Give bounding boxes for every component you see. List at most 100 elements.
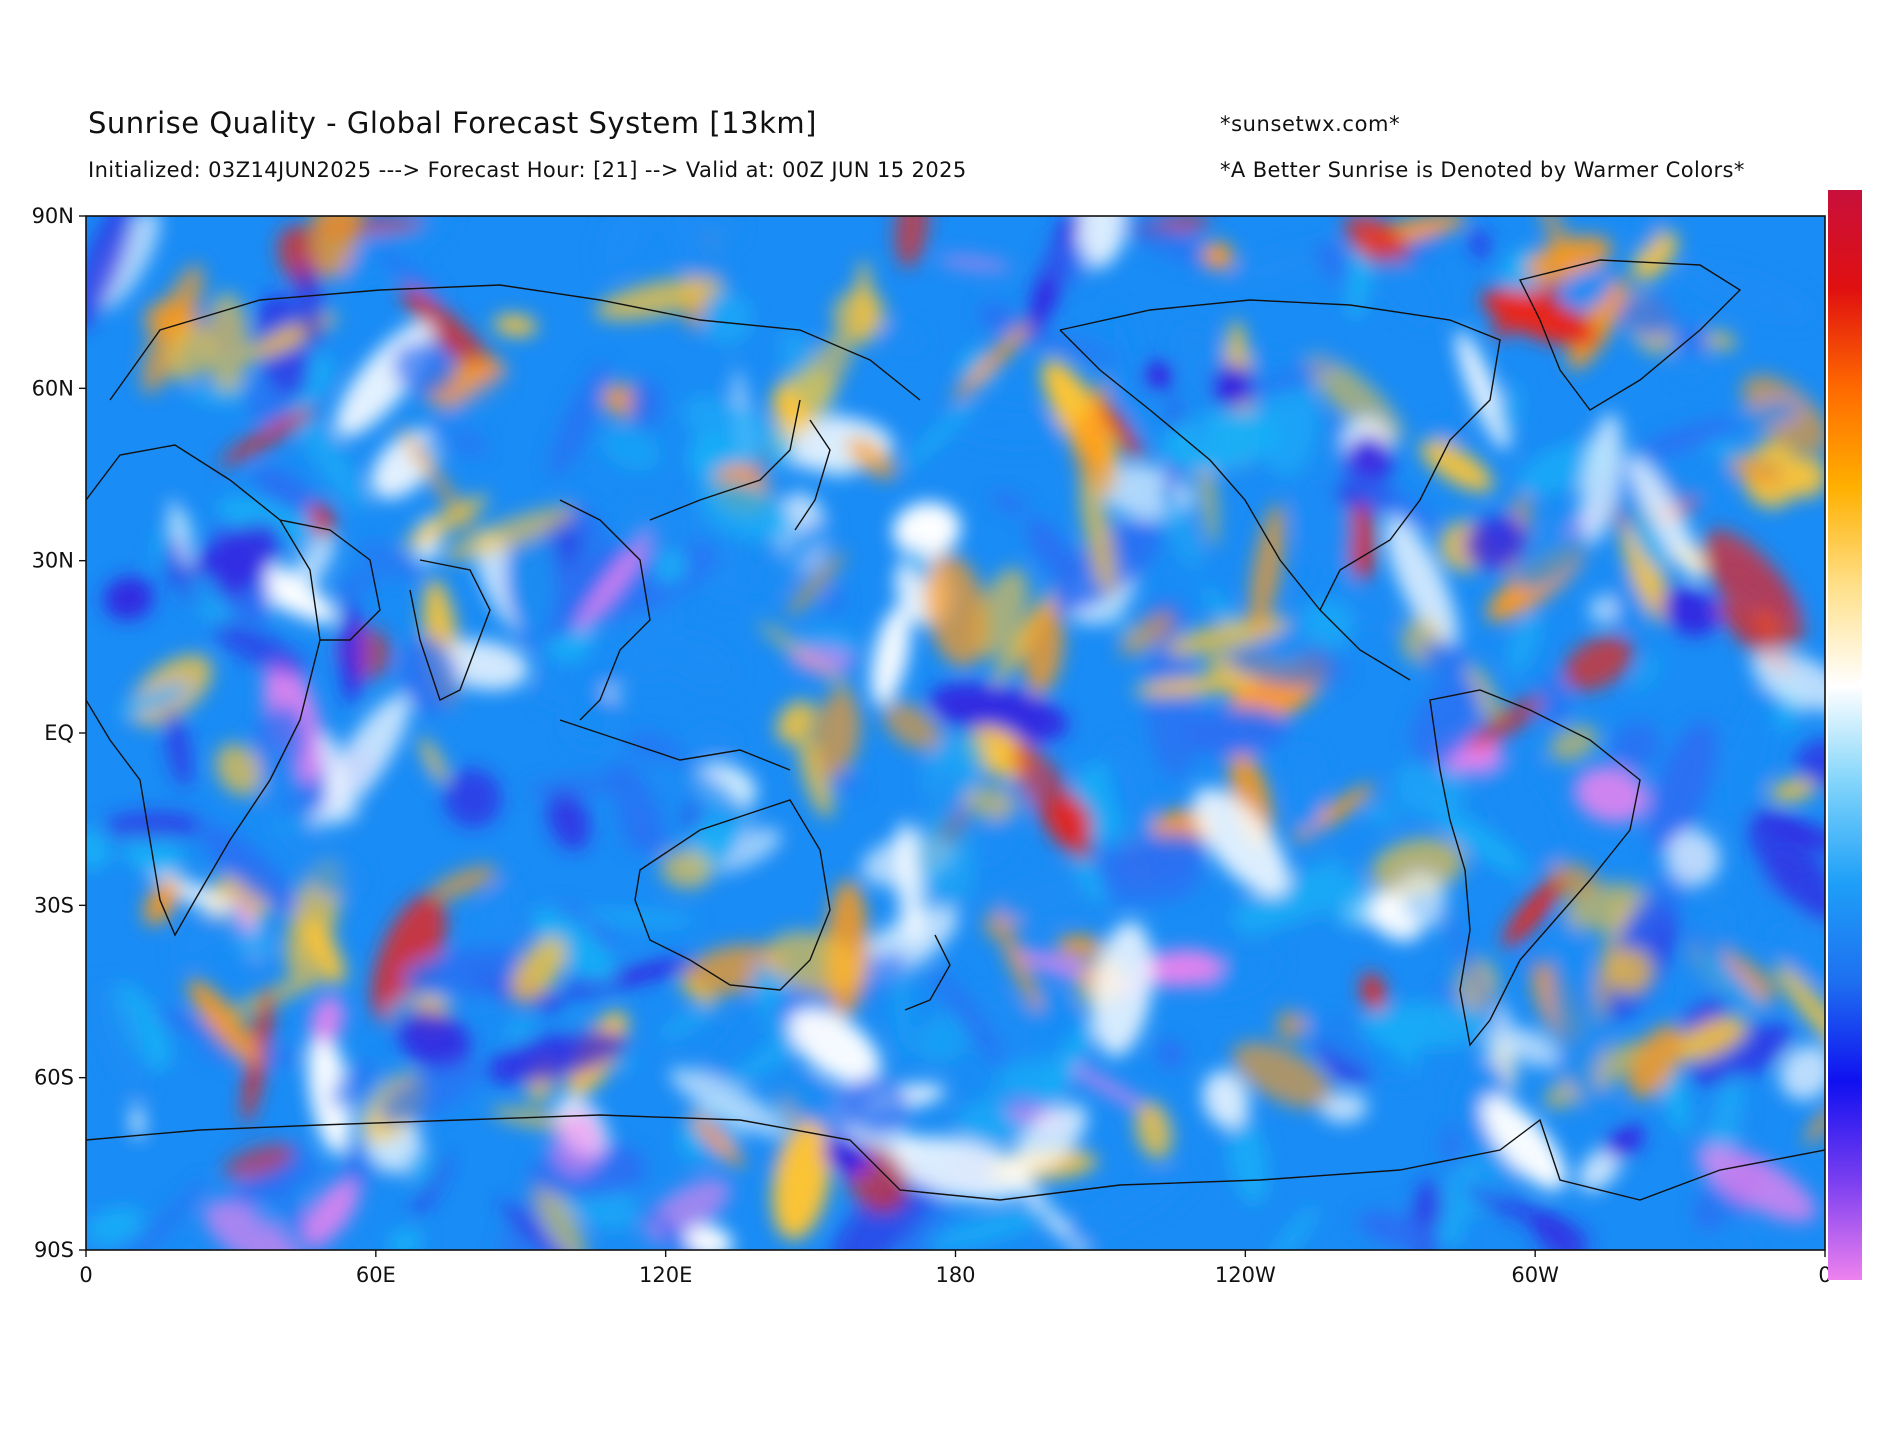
field-blob bbox=[576, 532, 653, 634]
field-blob bbox=[1462, 1186, 1593, 1242]
field-blob bbox=[1370, 904, 1421, 942]
field-blob bbox=[1264, 1204, 1319, 1250]
field-blob bbox=[680, 486, 746, 601]
field-blob bbox=[769, 327, 856, 453]
latitude-axis: 90N 60N 30N EQ 30S 60S 90S bbox=[32, 204, 86, 1262]
field-blob bbox=[551, 1110, 603, 1177]
field-blob bbox=[505, 1017, 534, 1043]
field-blob bbox=[936, 255, 1012, 272]
field-blob bbox=[1257, 375, 1318, 477]
field-blob bbox=[973, 567, 1029, 659]
map-subtitle: Initialized: 03Z14JUN2025 ---> Forecast … bbox=[88, 158, 967, 182]
field-blob bbox=[823, 1136, 872, 1174]
legend-note: *A Better Sunrise is Denoted by Warmer C… bbox=[1220, 158, 1745, 182]
field-blob bbox=[212, 621, 308, 677]
field-blob bbox=[1107, 740, 1153, 847]
field-blob bbox=[301, 1179, 360, 1248]
field-blob bbox=[1573, 766, 1649, 823]
lat-tick-label: EQ bbox=[44, 721, 74, 745]
field-blob bbox=[536, 642, 632, 707]
field-blob bbox=[549, 361, 610, 479]
field-blob bbox=[200, 824, 297, 913]
field-blob bbox=[1092, 921, 1153, 1057]
field-blob bbox=[1242, 359, 1338, 397]
field-blob bbox=[1469, 228, 1491, 260]
field-blob bbox=[1769, 779, 1817, 802]
field-blob bbox=[646, 1207, 720, 1250]
field-blob bbox=[1070, 216, 1128, 269]
field-blob bbox=[1359, 1001, 1496, 1049]
field-blob bbox=[1463, 515, 1527, 570]
field-blob bbox=[225, 964, 346, 1018]
field-blob bbox=[904, 547, 932, 581]
field-blob bbox=[1121, 217, 1230, 271]
field-blob bbox=[660, 849, 713, 889]
field-blob bbox=[144, 879, 180, 925]
field-blob bbox=[1145, 635, 1199, 778]
field-blob bbox=[312, 216, 362, 280]
field-blob bbox=[1320, 1092, 1368, 1123]
field-blob bbox=[1370, 837, 1465, 897]
field-blob bbox=[1580, 413, 1623, 544]
field-blob bbox=[1276, 1010, 1307, 1041]
field-blob bbox=[1346, 473, 1440, 531]
field-blob bbox=[1056, 935, 1103, 958]
field-blob bbox=[1119, 611, 1175, 656]
field-blob bbox=[1344, 216, 1409, 267]
field-blob bbox=[253, 467, 316, 513]
field-blob bbox=[1228, 643, 1348, 688]
field-blob bbox=[694, 219, 740, 257]
field-blob bbox=[1031, 1015, 1096, 1126]
field-blob bbox=[203, 1199, 302, 1250]
field-blob bbox=[485, 1029, 628, 1085]
field-blob bbox=[1604, 1124, 1645, 1159]
field-blob bbox=[188, 979, 260, 1065]
field-blob bbox=[1187, 376, 1206, 451]
field-blob bbox=[295, 263, 325, 346]
field-blob bbox=[829, 1169, 935, 1250]
field-blob bbox=[430, 865, 498, 899]
field-blob bbox=[878, 323, 924, 349]
field-blob bbox=[1497, 381, 1524, 435]
field-blob bbox=[234, 929, 275, 960]
field-blob bbox=[279, 535, 336, 610]
field-blob bbox=[131, 1104, 145, 1140]
field-blob bbox=[443, 768, 502, 828]
field-blob bbox=[757, 518, 832, 593]
field-blob bbox=[1682, 263, 1814, 322]
field-blob bbox=[1228, 244, 1334, 288]
field-blob bbox=[1300, 598, 1354, 650]
field-blob bbox=[1507, 1028, 1558, 1068]
field-blob bbox=[1538, 673, 1570, 727]
field-blob bbox=[962, 785, 1016, 820]
field-blob bbox=[1502, 875, 1564, 948]
field-blob bbox=[846, 437, 898, 480]
lat-tick-label: 60N bbox=[32, 376, 74, 400]
field-blob bbox=[323, 694, 410, 818]
field-blob bbox=[1673, 325, 1710, 354]
field-blob bbox=[814, 689, 861, 776]
field-blob bbox=[1469, 695, 1545, 751]
field-blob bbox=[417, 371, 507, 460]
field-blob bbox=[141, 264, 204, 394]
field-blob bbox=[628, 379, 663, 428]
field-blob bbox=[1805, 1105, 1825, 1145]
field-blob bbox=[1421, 638, 1469, 680]
field-blob bbox=[1674, 1016, 1747, 1062]
field-blob bbox=[1761, 810, 1825, 863]
field-blob bbox=[698, 480, 795, 543]
field-blob bbox=[930, 967, 1006, 1065]
field-blob bbox=[924, 552, 987, 668]
field-blob bbox=[404, 495, 489, 549]
field-blob bbox=[1506, 611, 1542, 674]
field-blob bbox=[1360, 972, 1387, 1013]
field-blob bbox=[375, 247, 442, 301]
field-blob bbox=[1607, 947, 1654, 995]
field-blob bbox=[397, 1009, 471, 1070]
field-blob bbox=[915, 1013, 971, 1064]
field-blob bbox=[1079, 466, 1116, 597]
field-blob bbox=[371, 893, 447, 1023]
field-blob bbox=[103, 811, 203, 841]
lat-tick-label: 90S bbox=[34, 1238, 74, 1262]
field-blob bbox=[1633, 653, 1662, 693]
